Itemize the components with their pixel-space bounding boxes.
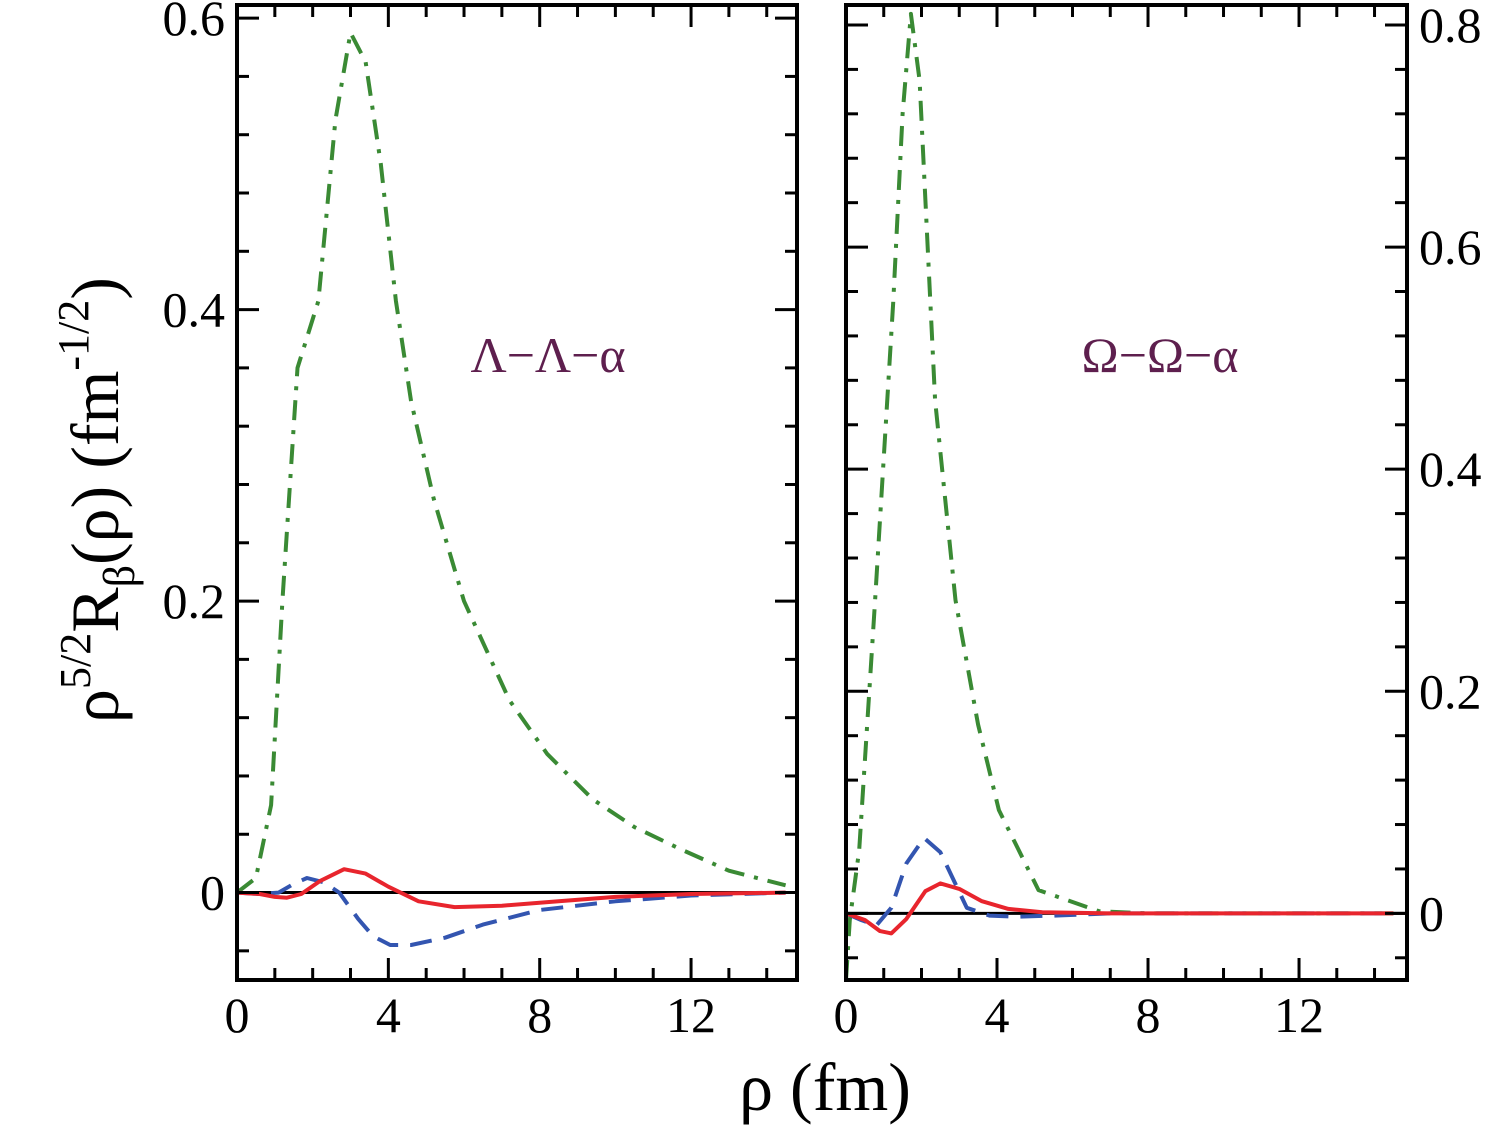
x-tick-label: 8 bbox=[1136, 987, 1161, 1043]
x-tick-label: 4 bbox=[376, 987, 401, 1043]
series-line-blue-dashed bbox=[845, 835, 1394, 928]
x-tick-label: 8 bbox=[527, 987, 552, 1043]
x-tick-label: 0 bbox=[225, 987, 250, 1043]
x-tick-label: 12 bbox=[666, 987, 716, 1043]
series-line-blue-dashed bbox=[236, 876, 786, 947]
system-annotation-label: Ω−Ω−α bbox=[1082, 327, 1239, 383]
y-tick-label: 0.8 bbox=[1419, 0, 1482, 53]
series-line-green-dash-dot bbox=[235, 30, 787, 895]
system-annotation-label: Λ−Λ−α bbox=[470, 327, 625, 383]
y-tick-label: 0.4 bbox=[1419, 441, 1482, 497]
plot-frame bbox=[844, 3, 1409, 982]
y-tick-label: 0 bbox=[1419, 885, 1444, 941]
y-label-argument: (ρ) (fm bbox=[57, 371, 133, 565]
y-tick-label: 0.4 bbox=[163, 282, 226, 338]
y-label-close: ) bbox=[57, 277, 133, 300]
panel-left: 0 4 8 12 0 0.2 0.4 0.6 Λ−Λ−α bbox=[163, 0, 799, 1043]
series-line-red-solid bbox=[236, 867, 786, 910]
panel-right: 0 4 8 12 0 0.2 0.4 0.6 0.8 Ω−Ω−α bbox=[834, 0, 1482, 1043]
plot-frame bbox=[235, 3, 799, 982]
y-label-r: R bbox=[57, 587, 133, 633]
y-label-unit-exponent: -1/2 bbox=[49, 300, 98, 371]
svg-text:ρ5/2Rβ(ρ) (fm-1/2): ρ5/2Rβ(ρ) (fm-1/2) bbox=[49, 277, 144, 723]
x-tick-label: 12 bbox=[1274, 987, 1324, 1043]
y-tick-label: 0 bbox=[200, 865, 225, 921]
y-label-rho: ρ bbox=[57, 689, 133, 723]
y-tick-label: 0.2 bbox=[163, 573, 226, 629]
x-axis-label: ρ (fm) bbox=[739, 1049, 911, 1125]
y-axis-label: ρ5/2Rβ(ρ) (fm-1/2) bbox=[49, 277, 144, 723]
series-line-green-dash-dot bbox=[844, 11, 1394, 981]
y-label-r-subscript: β bbox=[95, 565, 144, 587]
series-line-red-solid bbox=[845, 881, 1394, 936]
x-tick-label: 4 bbox=[985, 987, 1010, 1043]
x-tick-label: 0 bbox=[834, 987, 859, 1043]
y-tick-label: 0.2 bbox=[1419, 663, 1482, 719]
y-tick-label: 0.6 bbox=[163, 0, 226, 46]
y-tick-label: 0.6 bbox=[1419, 219, 1482, 275]
y-label-rho-exponent: 5/2 bbox=[51, 633, 100, 689]
